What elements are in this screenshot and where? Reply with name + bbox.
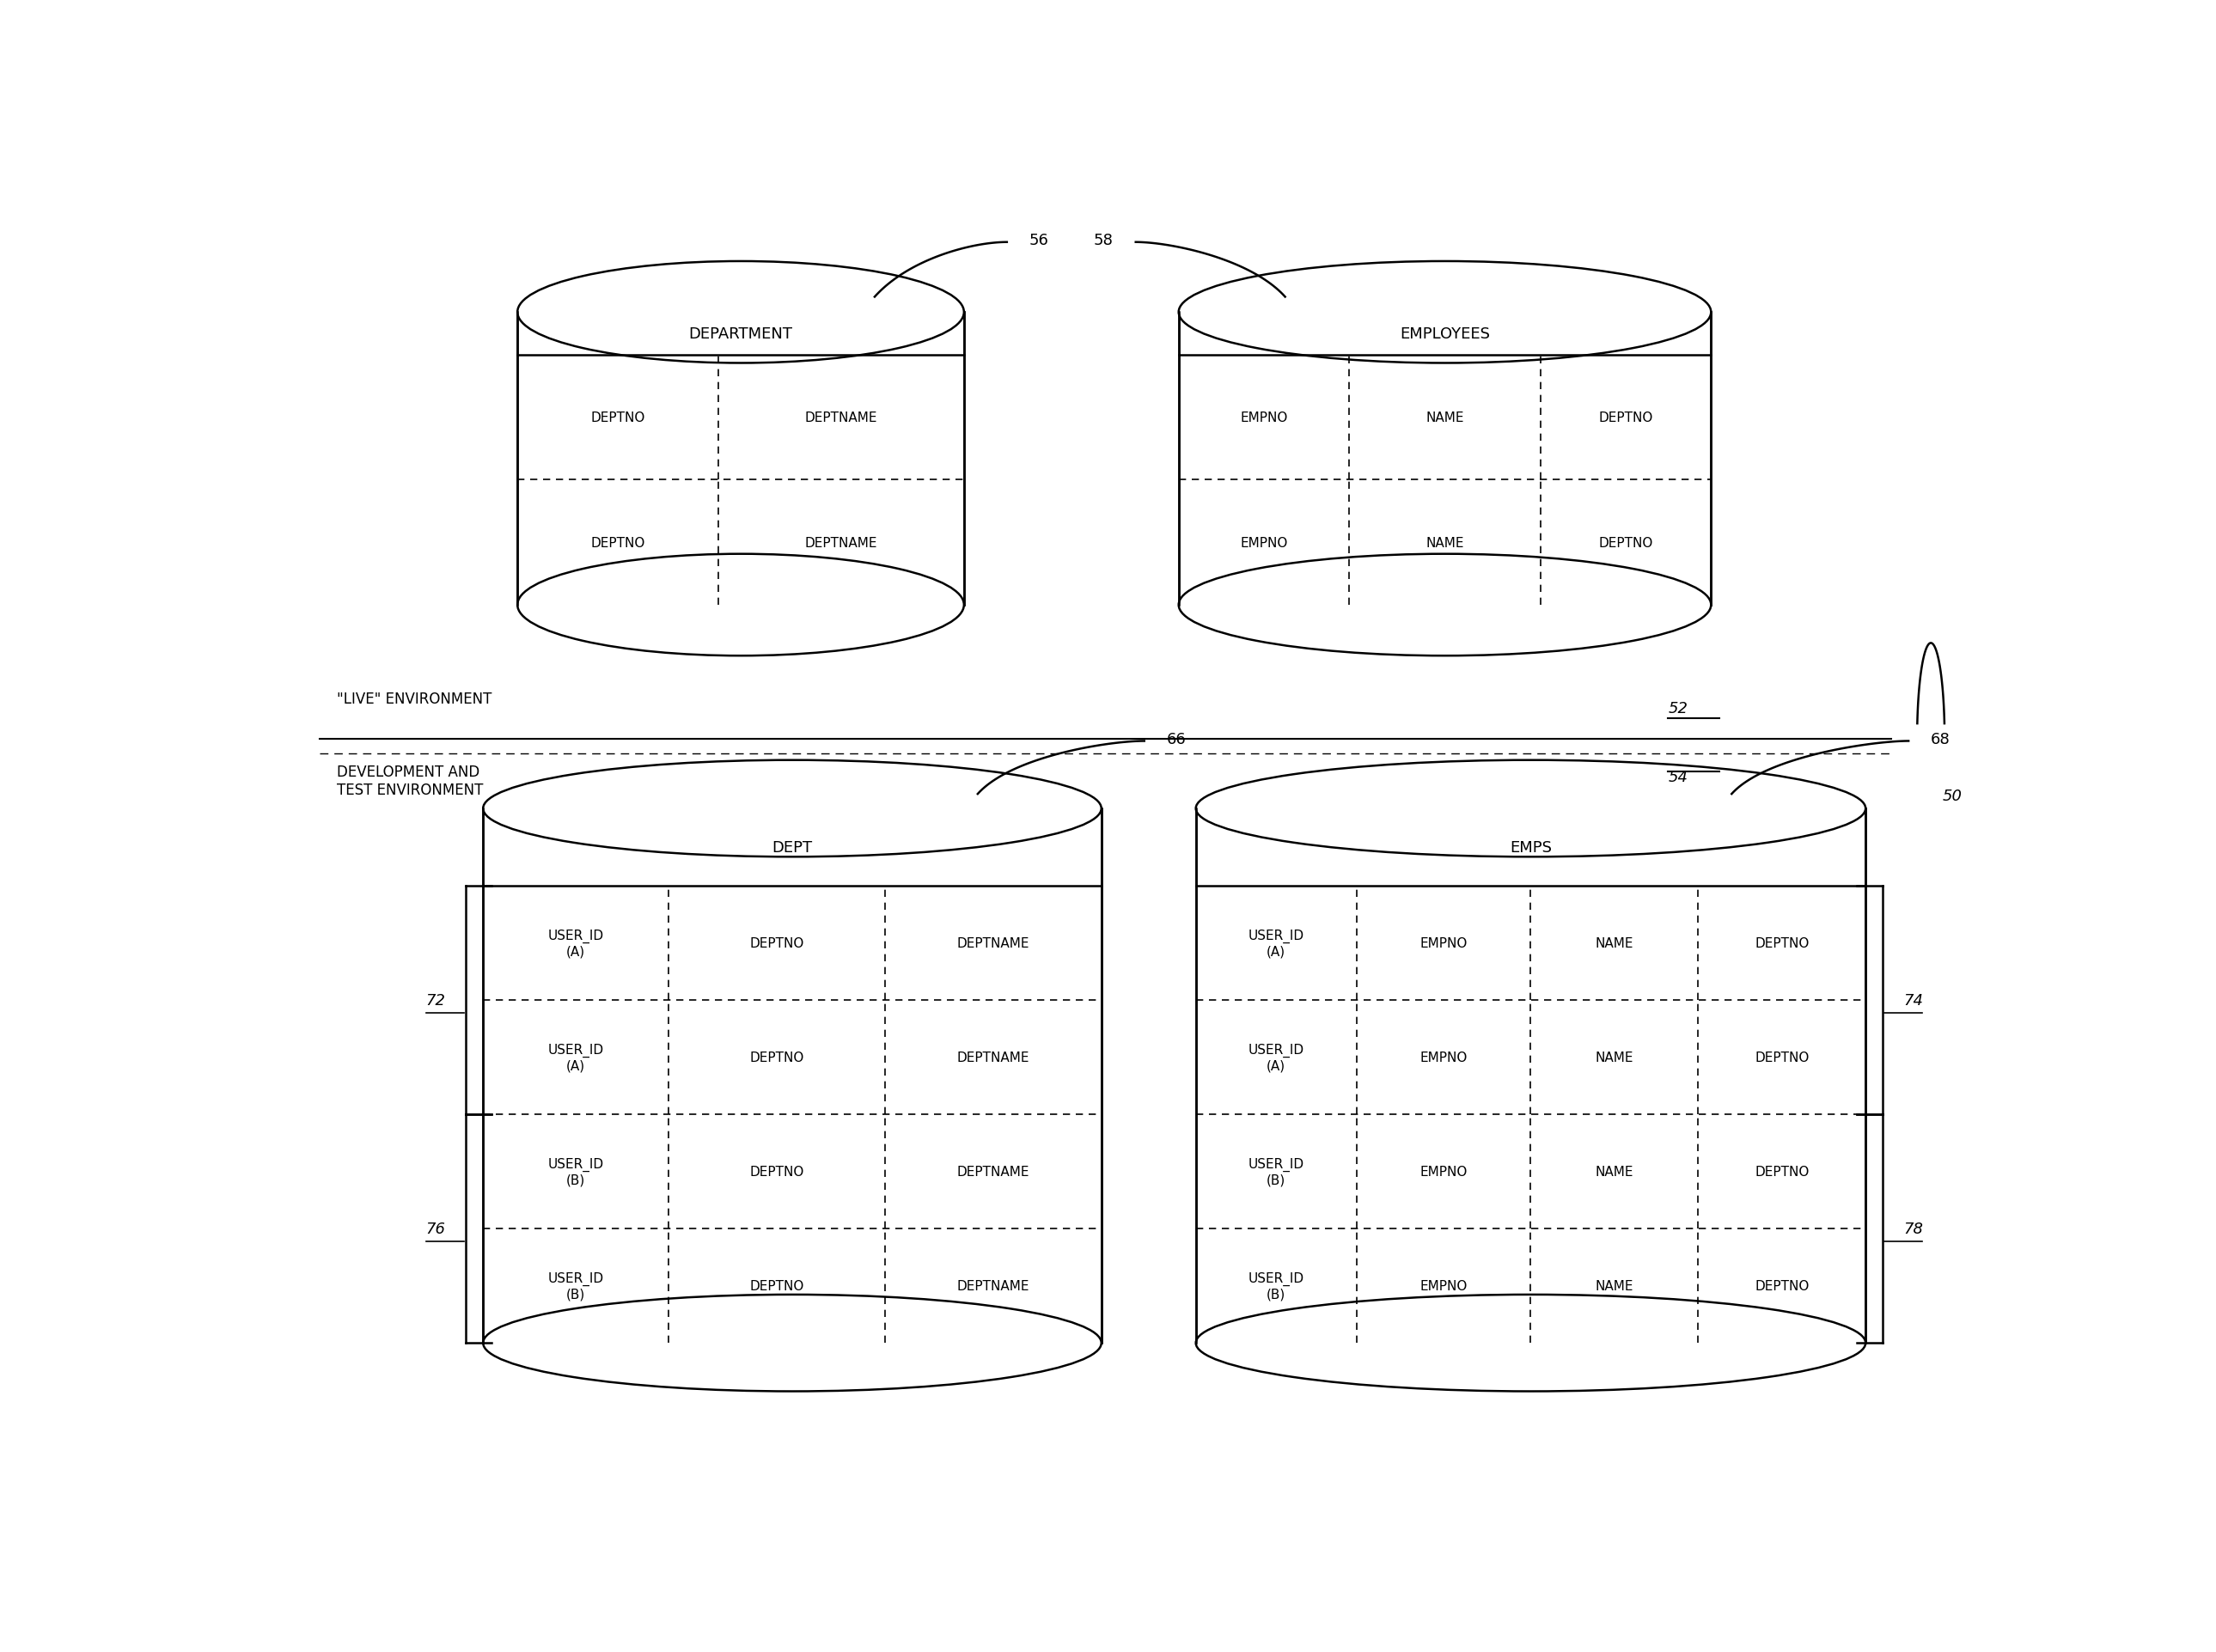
- Text: EMPS: EMPS: [1509, 839, 1551, 856]
- Text: EMPNO: EMPNO: [1420, 937, 1467, 950]
- Text: EMPNO: EMPNO: [1420, 1280, 1467, 1292]
- Text: DEPTNO: DEPTNO: [749, 1165, 804, 1178]
- Text: DEPARTMENT: DEPARTMENT: [689, 325, 793, 342]
- Text: 66: 66: [1166, 732, 1186, 747]
- Text: USER_ID
(B): USER_ID (B): [1248, 1272, 1305, 1300]
- Text: 50: 50: [1943, 788, 1963, 805]
- Text: DEPTNO: DEPTNO: [592, 537, 645, 548]
- Text: DEPTNAME: DEPTNAME: [804, 537, 878, 548]
- Text: USER_ID
(A): USER_ID (A): [1248, 1042, 1305, 1072]
- Text: DEPTNO: DEPTNO: [1598, 537, 1653, 548]
- Ellipse shape: [483, 1295, 1101, 1391]
- Text: DEPTNO: DEPTNO: [749, 937, 804, 950]
- Text: DEPTNAME: DEPTNAME: [957, 1280, 1030, 1292]
- Text: 74: 74: [1904, 993, 1923, 1008]
- Text: 52: 52: [1669, 700, 1689, 715]
- Text: DEPTNAME: DEPTNAME: [957, 1051, 1030, 1064]
- Text: EMPNO: EMPNO: [1420, 1051, 1467, 1064]
- Text: EMPLOYEES: EMPLOYEES: [1401, 325, 1489, 342]
- Ellipse shape: [1197, 760, 1866, 857]
- Text: DEPTNO: DEPTNO: [1598, 411, 1653, 425]
- Text: 54: 54: [1669, 770, 1689, 785]
- Text: 76: 76: [425, 1221, 445, 1237]
- Text: DEPTNO: DEPTNO: [749, 1280, 804, 1292]
- Text: 56: 56: [1028, 233, 1048, 248]
- Bar: [1179, 312, 1711, 605]
- Text: EMPNO: EMPNO: [1420, 1165, 1467, 1178]
- Text: USER_ID
(B): USER_ID (B): [547, 1158, 603, 1186]
- Text: USER_ID
(B): USER_ID (B): [547, 1272, 603, 1300]
- Bar: [516, 312, 964, 605]
- Ellipse shape: [1197, 1295, 1866, 1391]
- Text: DEPT: DEPT: [771, 839, 813, 856]
- Text: DEPTNO: DEPTNO: [1755, 1280, 1808, 1292]
- Bar: [483, 809, 1101, 1343]
- Ellipse shape: [1179, 263, 1711, 363]
- Text: 68: 68: [1930, 732, 1950, 747]
- Text: NAME: NAME: [1596, 937, 1633, 950]
- Text: DEPTNO: DEPTNO: [1755, 1165, 1808, 1178]
- Text: DEPTNAME: DEPTNAME: [804, 411, 878, 425]
- Text: NAME: NAME: [1425, 411, 1465, 425]
- Text: 72: 72: [425, 993, 445, 1008]
- Text: EMPNO: EMPNO: [1241, 411, 1287, 425]
- Text: DEPTNO: DEPTNO: [1755, 937, 1808, 950]
- Text: USER_ID
(A): USER_ID (A): [547, 928, 603, 958]
- Text: DEPTNO: DEPTNO: [592, 411, 645, 425]
- Text: DEVELOPMENT AND
TEST ENVIRONMENT: DEVELOPMENT AND TEST ENVIRONMENT: [337, 765, 483, 798]
- Ellipse shape: [483, 760, 1101, 857]
- Text: 58: 58: [1095, 233, 1112, 248]
- Text: 78: 78: [1904, 1221, 1923, 1237]
- Ellipse shape: [516, 263, 964, 363]
- Text: "LIVE" ENVIRONMENT: "LIVE" ENVIRONMENT: [337, 692, 492, 707]
- Text: NAME: NAME: [1596, 1280, 1633, 1292]
- Bar: [1197, 809, 1866, 1343]
- Text: USER_ID
(A): USER_ID (A): [1248, 928, 1305, 958]
- Text: EMPNO: EMPNO: [1241, 537, 1287, 548]
- Text: DEPTNAME: DEPTNAME: [957, 937, 1030, 950]
- Text: USER_ID
(A): USER_ID (A): [547, 1042, 603, 1072]
- Text: DEPTNAME: DEPTNAME: [957, 1165, 1030, 1178]
- Ellipse shape: [516, 555, 964, 656]
- Text: NAME: NAME: [1425, 537, 1465, 548]
- Ellipse shape: [1179, 555, 1711, 656]
- Text: USER_ID
(B): USER_ID (B): [1248, 1158, 1305, 1186]
- Text: NAME: NAME: [1596, 1051, 1633, 1064]
- Text: DEPTNO: DEPTNO: [749, 1051, 804, 1064]
- Text: DEPTNO: DEPTNO: [1755, 1051, 1808, 1064]
- Text: NAME: NAME: [1596, 1165, 1633, 1178]
